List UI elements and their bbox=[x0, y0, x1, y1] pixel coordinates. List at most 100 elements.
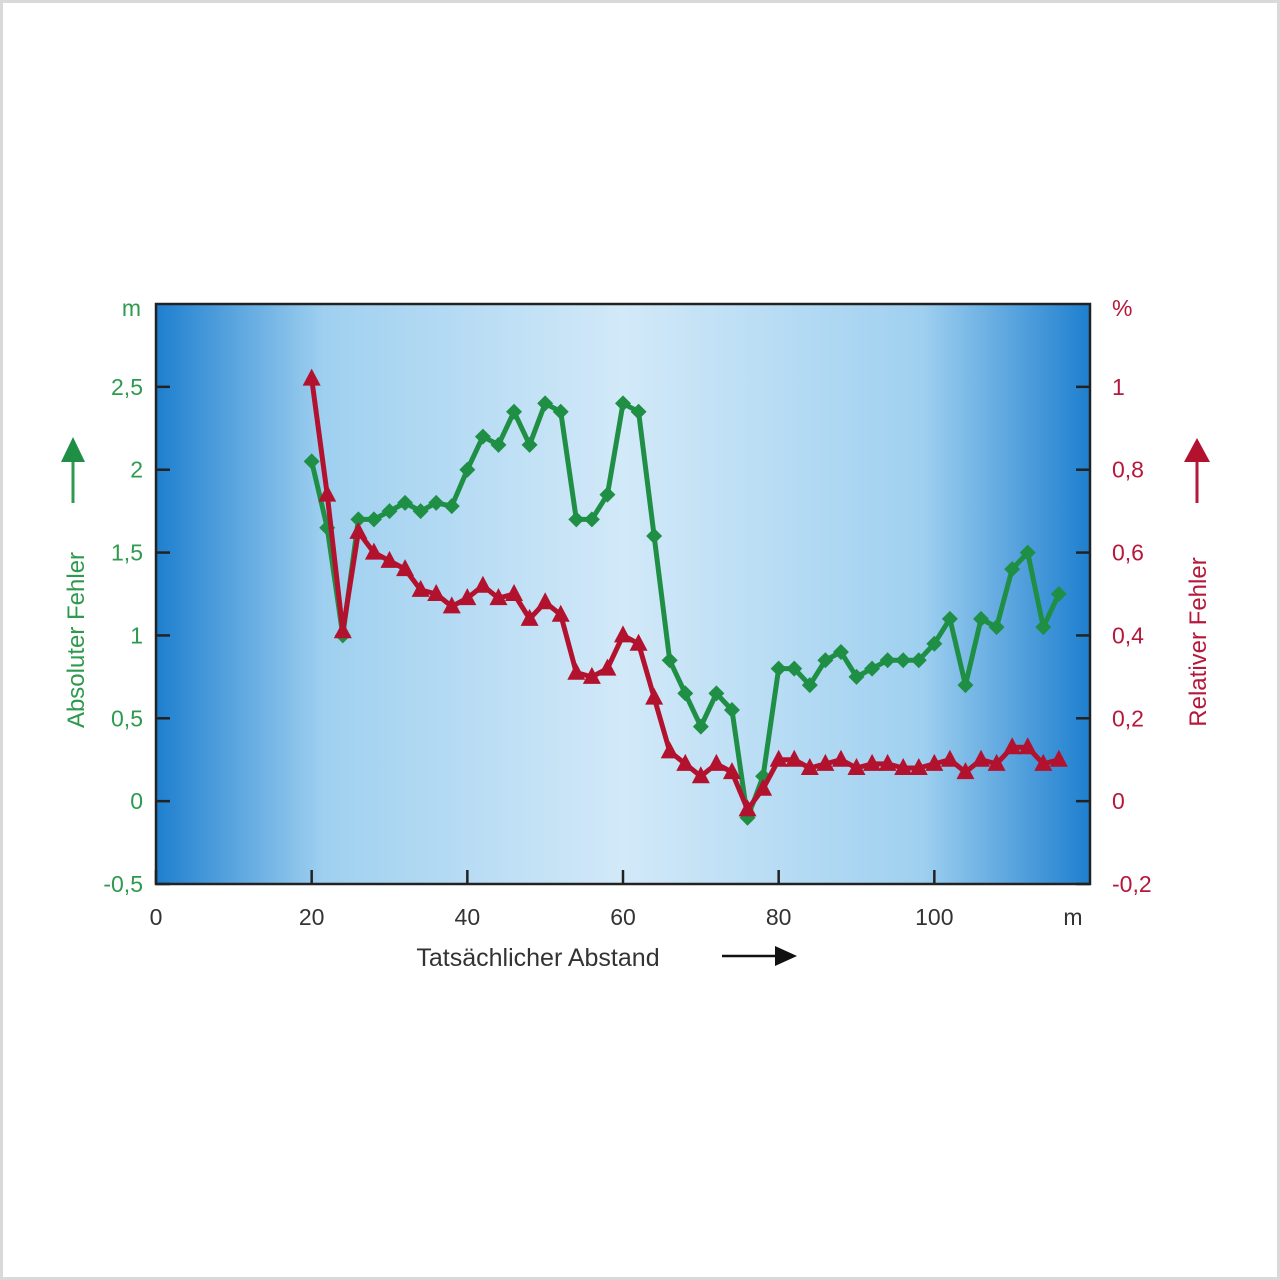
plot-area bbox=[154, 302, 1092, 886]
absolute-error-point bbox=[615, 395, 631, 412]
relative-error-point bbox=[427, 584, 446, 601]
x-axis-arrowhead-icon bbox=[775, 946, 797, 966]
relative-error-point bbox=[411, 579, 430, 597]
x-axis-unit: m bbox=[1063, 904, 1082, 930]
relative-error-point bbox=[909, 758, 928, 775]
relative-error-point bbox=[318, 484, 337, 502]
relative-error-point bbox=[800, 758, 819, 775]
right-axis-title: Relativer Fehler bbox=[1185, 557, 1212, 726]
absolute-error-point bbox=[801, 677, 818, 694]
absolute-error-point bbox=[677, 685, 694, 702]
relative-error-point bbox=[878, 753, 897, 771]
left-tick-label: -0,5 bbox=[103, 871, 143, 897]
right-tick-label: 0,8 bbox=[1112, 457, 1144, 483]
absolute-error-point bbox=[350, 511, 367, 528]
relative-error-point bbox=[1034, 753, 1053, 771]
absolute-error-point bbox=[303, 453, 320, 470]
left-tick-label: 0,5 bbox=[111, 705, 143, 731]
absolute-error-point bbox=[692, 718, 709, 735]
absolute-error-point bbox=[1035, 619, 1052, 636]
x-axis-title-group: Tatsächlicher Abstand bbox=[416, 944, 797, 972]
relative-error-point bbox=[1018, 737, 1037, 755]
absolute-error-point bbox=[723, 702, 740, 718]
relative-error-point bbox=[754, 778, 773, 796]
left-tick-label: 2 bbox=[130, 457, 143, 483]
absolute-error-point bbox=[864, 660, 881, 677]
absolute-error-point bbox=[537, 395, 554, 412]
right-axis-title-group: Relativer Fehler bbox=[1184, 438, 1212, 727]
absolute-error-point bbox=[506, 403, 523, 420]
left-axis-unit: m bbox=[122, 295, 141, 321]
relative-error-point bbox=[598, 658, 617, 676]
relative-error-point bbox=[582, 666, 601, 684]
x-tick-label: 100 bbox=[915, 904, 953, 930]
relative-error-point bbox=[645, 687, 664, 705]
absolute-error-point bbox=[474, 428, 491, 445]
absolute-error-point bbox=[1050, 586, 1067, 602]
relative-error-point bbox=[364, 542, 383, 560]
absolute-error-point bbox=[708, 685, 725, 702]
absolute-error-point bbox=[879, 652, 896, 669]
relative-error-point bbox=[956, 762, 975, 780]
relative-error-point bbox=[473, 575, 492, 593]
absolute-error-point bbox=[521, 436, 538, 453]
right-tick-label: 1 bbox=[1112, 374, 1125, 400]
relative-error-point bbox=[707, 753, 726, 771]
relative-error-point bbox=[925, 753, 944, 771]
relative-error-point bbox=[458, 588, 477, 606]
relative-error-point bbox=[442, 596, 461, 614]
absolute-error-point bbox=[973, 610, 990, 627]
absolute-error-point bbox=[646, 528, 663, 544]
left-tick-label: 2,5 bbox=[111, 374, 143, 400]
left-tick-label: 1,5 bbox=[111, 540, 143, 566]
absolute-error-point bbox=[926, 635, 943, 652]
relative-error-point bbox=[349, 521, 368, 539]
relative-error-point bbox=[940, 749, 959, 767]
absolute-error-point bbox=[832, 644, 849, 660]
x-tick-label: 80 bbox=[766, 904, 792, 930]
relative-error-point bbox=[722, 762, 741, 780]
absolute-error-point bbox=[895, 652, 912, 669]
absolute-error-point bbox=[661, 652, 678, 669]
relative-error-point bbox=[785, 749, 804, 767]
absolute-error-point bbox=[817, 652, 834, 669]
relative-error-point bbox=[614, 625, 632, 643]
relative-error-point bbox=[380, 550, 399, 568]
relative-error-point bbox=[302, 368, 321, 386]
relative-error-point bbox=[676, 753, 695, 771]
absolute-error-point bbox=[910, 652, 927, 669]
x-tick-label: 0 bbox=[150, 904, 163, 930]
absolute-error-point bbox=[957, 677, 974, 694]
left-tick-label: 0 bbox=[130, 788, 143, 814]
relative-error-point bbox=[660, 741, 679, 759]
right-tick-label: 0,6 bbox=[1112, 540, 1144, 566]
left-axis-title-group: Absoluter Fehler bbox=[61, 437, 90, 728]
right-tick-label: 0,4 bbox=[1112, 622, 1144, 648]
relative-error-point bbox=[863, 753, 882, 771]
right-tick-label: 0 bbox=[1112, 788, 1125, 814]
absolute-error-point bbox=[1019, 544, 1036, 561]
relative-error-point bbox=[536, 592, 555, 610]
right-axis-unit: % bbox=[1112, 295, 1132, 321]
absolute-error-point bbox=[941, 610, 958, 627]
x-tick-label: 40 bbox=[455, 904, 481, 930]
relative-error-point bbox=[551, 604, 570, 622]
relative-error-point bbox=[769, 749, 788, 767]
relative-error-point bbox=[831, 749, 850, 767]
right-tick-label: -0,2 bbox=[1112, 871, 1152, 897]
absolute-error-point bbox=[428, 494, 445, 511]
relative-error-point bbox=[333, 621, 352, 639]
absolute-error-point bbox=[365, 511, 382, 528]
relative-error-point bbox=[691, 766, 710, 784]
relative-error-point bbox=[629, 633, 648, 651]
x-tick-label: 60 bbox=[610, 904, 636, 930]
relative-error-point bbox=[520, 608, 539, 626]
left-axis-arrowhead-icon bbox=[61, 437, 85, 462]
relative-error-point bbox=[738, 799, 757, 817]
relative-error-point bbox=[567, 662, 586, 680]
relative-error-point bbox=[396, 559, 415, 577]
absolute-error-point bbox=[1004, 561, 1021, 578]
absolute-error-point bbox=[630, 403, 647, 420]
absolute-error-point bbox=[848, 668, 865, 685]
relative-error-point bbox=[1049, 749, 1068, 767]
